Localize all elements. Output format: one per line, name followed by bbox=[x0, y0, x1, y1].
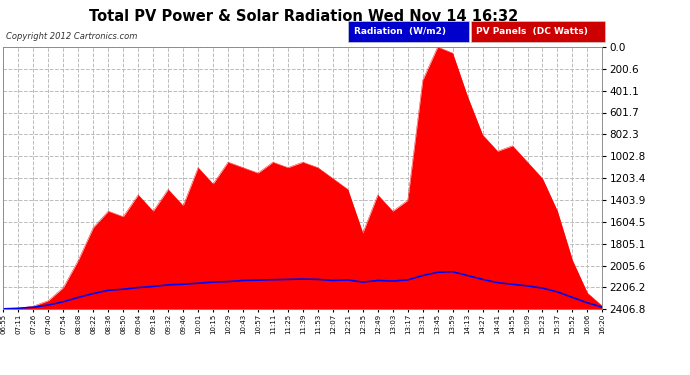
Text: Radiation  (W/m2): Radiation (W/m2) bbox=[354, 27, 446, 36]
Text: Copyright 2012 Cartronics.com: Copyright 2012 Cartronics.com bbox=[6, 32, 137, 41]
Text: PV Panels  (DC Watts): PV Panels (DC Watts) bbox=[476, 27, 588, 36]
Text: Total PV Power & Solar Radiation Wed Nov 14 16:32: Total PV Power & Solar Radiation Wed Nov… bbox=[89, 9, 518, 24]
